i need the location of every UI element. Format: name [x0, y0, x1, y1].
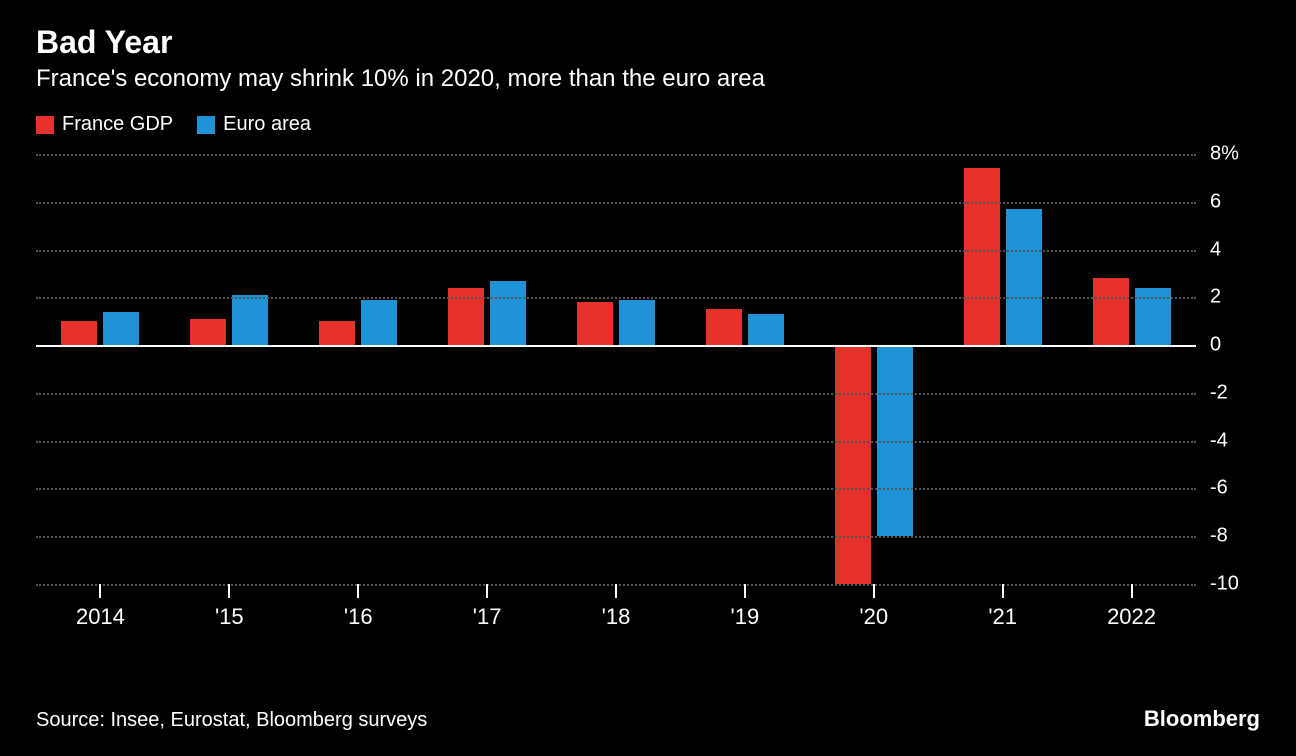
legend-swatch	[36, 116, 54, 134]
y-axis-label: -2	[1210, 381, 1260, 404]
bar	[190, 319, 226, 345]
x-axis-label: 2014	[76, 604, 125, 630]
y-axis-label: -4	[1210, 429, 1260, 452]
legend-swatch	[197, 116, 215, 134]
zero-line	[36, 345, 1196, 347]
x-tick	[228, 584, 230, 598]
x-tick	[1131, 584, 1133, 598]
brand-text: Bloomberg	[1144, 706, 1260, 732]
gridline	[36, 250, 1196, 252]
gridline	[36, 297, 1196, 299]
x-tick	[1002, 584, 1004, 598]
bar	[748, 314, 784, 345]
gridline	[36, 202, 1196, 204]
gridline	[36, 536, 1196, 538]
bar	[103, 312, 139, 345]
bar	[490, 281, 526, 346]
chart-subtitle: France's economy may shrink 10% in 2020,…	[36, 65, 1260, 93]
source-text: Source: Insee, Eurostat, Bloomberg surve…	[36, 709, 427, 732]
x-tick	[99, 584, 101, 598]
x-axis-label: '20	[859, 604, 888, 630]
x-axis-label: '17	[473, 604, 502, 630]
legend: France GDP Euro area	[36, 113, 1260, 136]
bar	[706, 309, 742, 345]
plot-region: -10-8-6-4-202468%2014'15'16'17'18'19'20'…	[36, 154, 1196, 584]
gridline	[36, 393, 1196, 395]
bar	[964, 168, 1000, 345]
x-tick	[615, 584, 617, 598]
legend-label: France GDP	[62, 113, 173, 136]
x-tick	[357, 584, 359, 598]
legend-item: Euro area	[197, 113, 311, 136]
chart-area: -10-8-6-4-202468%2014'15'16'17'18'19'20'…	[36, 154, 1260, 634]
gridline	[36, 154, 1196, 156]
x-tick	[486, 584, 488, 598]
y-axis-label: 6	[1210, 190, 1260, 213]
bar	[1093, 278, 1129, 345]
x-axis-label: '18	[602, 604, 631, 630]
legend-item: France GDP	[36, 113, 173, 136]
bar	[835, 345, 871, 584]
chart-title: Bad Year	[36, 24, 1260, 61]
x-axis-label: '16	[344, 604, 373, 630]
y-axis-label: -8	[1210, 525, 1260, 548]
bar	[232, 295, 268, 345]
bars-container	[36, 154, 1196, 584]
x-axis-label: 2022	[1107, 604, 1156, 630]
x-tick	[744, 584, 746, 598]
y-axis-label: 0	[1210, 334, 1260, 357]
y-axis-label: -6	[1210, 477, 1260, 500]
bar	[319, 321, 355, 345]
gridline	[36, 488, 1196, 490]
footer: Source: Insee, Eurostat, Bloomberg surve…	[36, 706, 1260, 732]
bar	[577, 302, 613, 345]
x-axis-label: '19	[731, 604, 760, 630]
legend-label: Euro area	[223, 113, 311, 136]
bar	[619, 300, 655, 345]
x-axis-label: '15	[215, 604, 244, 630]
y-axis-label: 4	[1210, 238, 1260, 261]
x-tick	[873, 584, 875, 598]
y-axis-label: 8%	[1210, 143, 1260, 166]
y-axis-label: -10	[1210, 573, 1260, 596]
y-axis-label: 2	[1210, 286, 1260, 309]
bar	[1006, 209, 1042, 345]
chart-container: Bad Year France's economy may shrink 10%…	[0, 0, 1296, 756]
gridline	[36, 441, 1196, 443]
x-axis-label: '21	[988, 604, 1017, 630]
bar	[361, 300, 397, 345]
bar	[61, 321, 97, 345]
